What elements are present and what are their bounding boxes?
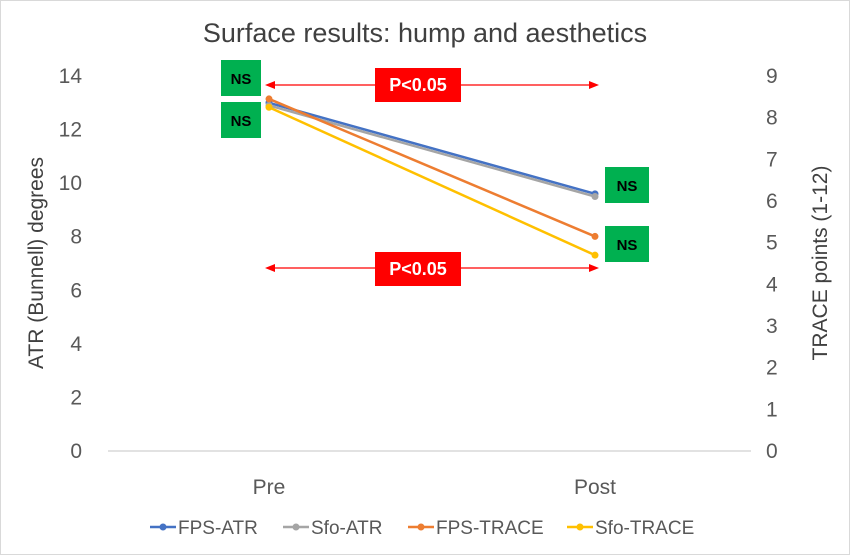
y-right-tick-label: 8 (766, 107, 778, 130)
legend-item-sfo-atr: Sfo-ATR (283, 518, 382, 539)
arrow-head-right (589, 264, 599, 272)
sig-badge-top-label: P<0.05 (389, 75, 447, 95)
sig-badge-top: P<0.05 (375, 68, 461, 102)
sig-badge-top-box (375, 68, 461, 102)
y-axis-right-title: TRACE points (1-12) (809, 166, 832, 361)
y-left-tick-label: 2 (70, 386, 82, 409)
y-left-tick-label: 4 (70, 333, 82, 356)
sig-badge-bottom-box (375, 252, 461, 286)
y-right-tick-label: 2 (766, 357, 778, 380)
series-line-fps-atr (268, 101, 596, 196)
data-point-fps-trace (591, 232, 599, 240)
x-tick-label: Post (574, 476, 616, 499)
y-left-tick-label: 6 (70, 279, 82, 302)
y-right-tick-label: 6 (766, 190, 778, 213)
legend-item-fps-atr: FPS-ATR (150, 518, 258, 539)
y-right-tick-label: 7 (766, 148, 778, 171)
ns-badge-pre-top-box (221, 60, 261, 96)
series-line-sfo-trace (268, 106, 596, 257)
ns-badge-pre-bottom-box (221, 102, 261, 138)
ns-badge-post-top-box (605, 167, 649, 203)
ns-badge-post-bottom-label: NS (617, 237, 638, 254)
series-line-fps-trace (268, 97, 596, 238)
legend-label: Sfo-ATR (311, 518, 382, 539)
data-point-sfo-trace (265, 103, 273, 111)
legend-swatch-marker (417, 523, 425, 531)
legend-label: Sfo-TRACE (595, 518, 694, 539)
ns-badge-pre-bottom-label: NS (231, 113, 252, 130)
legend-swatch-marker (159, 523, 167, 531)
data-point-sfo-trace (591, 251, 599, 259)
arrow-head-left (265, 81, 275, 89)
y-left-tick-label: 12 (59, 119, 82, 142)
ns-badge-pre-top: NS (221, 60, 261, 96)
data-point-sfo-atr (591, 193, 599, 201)
y-right-tick-label: 5 (766, 232, 778, 255)
y-left-tick-label: 10 (59, 172, 82, 195)
y-axis-left-title: ATR (Bunnell) degrees (25, 157, 48, 369)
y-right-tick-label: 0 (766, 440, 778, 463)
legend-label: FPS-TRACE (436, 518, 544, 539)
ns-badge-pre-top-label: NS (231, 71, 252, 88)
x-tick-label: Pre (253, 476, 286, 499)
y-left-tick-label: 14 (59, 65, 83, 88)
data-point-fps-trace (265, 95, 273, 103)
ns-badge-post-bottom: NS (605, 226, 649, 262)
legend-swatch-marker (576, 523, 584, 531)
legend-item-sfo-trace: Sfo-TRACE (567, 518, 694, 539)
legend-swatch-marker (292, 523, 300, 531)
y-left-tick-label: 0 (70, 440, 82, 463)
y-right-tick-label: 3 (766, 315, 778, 338)
arrow-head-left (265, 264, 275, 272)
ns-badge-post-top: NS (605, 167, 649, 203)
ns-badge-pre-bottom: NS (221, 102, 261, 138)
y-right-tick-label: 9 (766, 65, 778, 88)
y-right-tick-label: 1 (766, 398, 778, 421)
y-right-tick-label: 4 (766, 273, 778, 296)
y-left-tick-label: 8 (70, 226, 82, 249)
ns-badge-post-bottom-box (605, 226, 649, 262)
legend-label: FPS-ATR (178, 518, 258, 539)
sig-badge-bottom-label: P<0.05 (389, 259, 447, 279)
arrow-head-right (589, 81, 599, 89)
legend-item-fps-trace: FPS-TRACE (408, 518, 544, 539)
sig-badge-bottom: P<0.05 (375, 252, 461, 286)
ns-badge-post-top-label: NS (617, 178, 638, 195)
chart-title: Surface results: hump and aesthetics (203, 18, 647, 48)
